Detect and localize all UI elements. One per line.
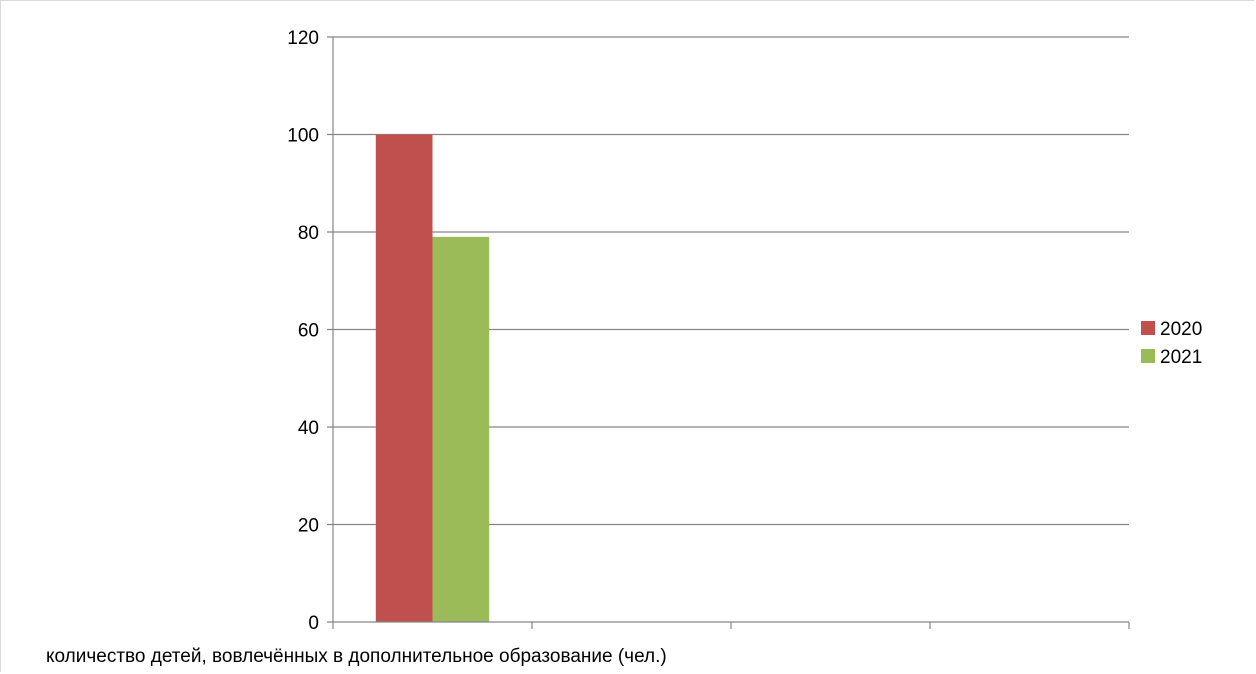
legend: 2020 2021	[1141, 319, 1202, 368]
y-tick-label: 0	[308, 613, 319, 634]
legend-label: 2021	[1160, 347, 1202, 368]
bar-2021	[433, 237, 490, 622]
legend-swatch	[1141, 321, 1155, 335]
y-tick-label: 40	[298, 418, 319, 439]
y-tick-label: 120	[287, 28, 319, 49]
bar-2020	[376, 135, 433, 623]
y-axis-tick-labels: 0 20 40 60 80 100 120	[287, 28, 319, 634]
y-tick-label: 80	[298, 223, 319, 244]
legend-label: 2020	[1160, 319, 1202, 340]
x-axis-category-labels: количество детей, вовлечённых в дополнит…	[46, 646, 667, 667]
bars	[376, 135, 489, 623]
legend-swatch	[1141, 349, 1155, 363]
x-category-label: количество детей, вовлечённых в дополнит…	[46, 646, 667, 667]
y-tick-label: 60	[298, 321, 319, 342]
y-tick-label: 100	[287, 126, 319, 147]
y-tick-label: 20	[298, 516, 319, 537]
